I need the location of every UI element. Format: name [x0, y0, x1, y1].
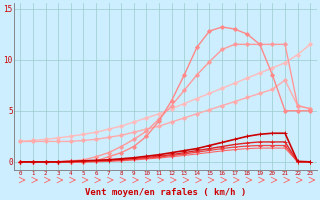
X-axis label: Vent moyen/en rafales ( km/h ): Vent moyen/en rafales ( km/h ): [85, 188, 246, 197]
